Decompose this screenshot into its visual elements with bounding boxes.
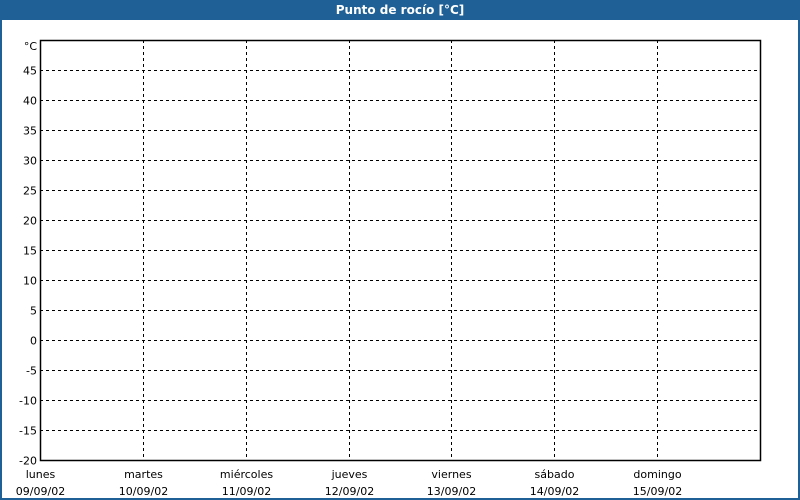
- x-tick-day: domingo: [633, 468, 681, 481]
- y-tick-label: 30: [23, 155, 37, 168]
- x-tick-date: 11/09/02: [222, 485, 271, 498]
- x-tick-date: 10/09/02: [119, 485, 168, 498]
- y-tick-label: -20: [19, 455, 37, 468]
- x-tick-day: jueves: [331, 468, 368, 481]
- y-tick-label: 0: [30, 335, 37, 348]
- x-tick-date: 13/09/02: [427, 485, 476, 498]
- y-tick-label: -15: [19, 425, 37, 438]
- y-tick-label: 40: [23, 95, 37, 108]
- x-tick-day: lunes: [26, 468, 56, 481]
- x-tick-date: 09/09/02: [16, 485, 65, 498]
- y-tick-label: 5: [30, 305, 37, 318]
- x-tick-date: 14/09/02: [530, 485, 579, 498]
- y-tick-label: 20: [23, 215, 37, 228]
- x-tick-day: martes: [124, 468, 163, 481]
- y-tick-label: 35: [23, 125, 37, 138]
- plot-area: [39, 39, 762, 462]
- chart-title: Punto de rocío [°C]: [0, 0, 800, 20]
- y-tick-label: 10: [23, 275, 37, 288]
- x-tick-date: 12/09/02: [325, 485, 374, 498]
- x-tick-day: miércoles: [220, 468, 273, 481]
- y-axis-unit: °C: [24, 40, 38, 53]
- x-tick-date: 15/09/02: [633, 485, 682, 498]
- y-tick-label: 45: [23, 65, 37, 78]
- x-tick-day: sábado: [535, 468, 575, 481]
- y-tick-label: -10: [19, 395, 37, 408]
- y-tick-label: 25: [23, 185, 37, 198]
- y-tick-label: -5: [26, 365, 37, 378]
- y-tick-label: 15: [23, 245, 37, 258]
- x-tick-day: viernes: [431, 468, 471, 481]
